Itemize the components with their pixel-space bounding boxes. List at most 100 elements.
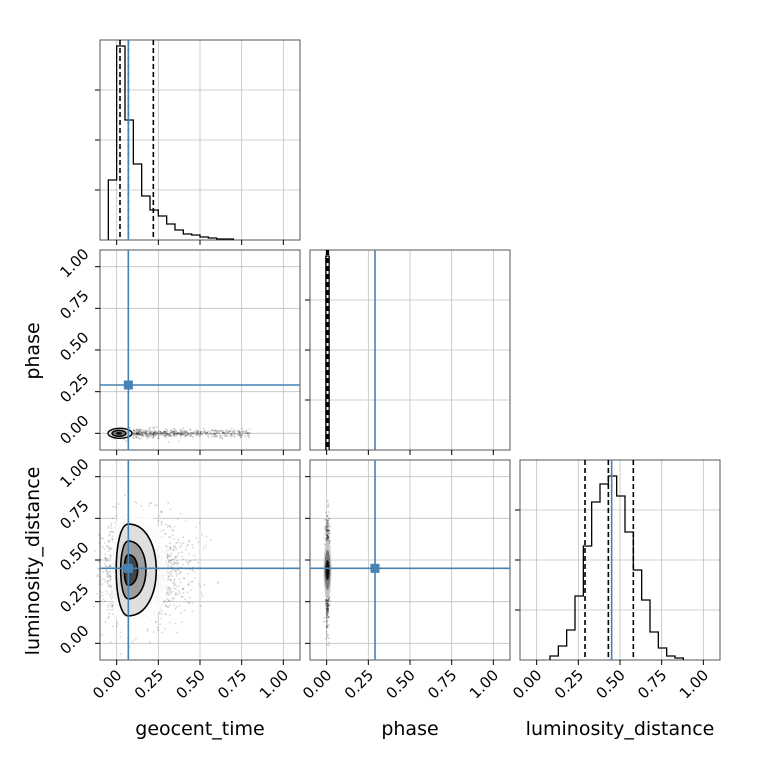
sample-point: [135, 429, 138, 432]
sample-point: [328, 599, 330, 602]
sample-point: [191, 435, 194, 438]
x-tick-label: 0.50: [382, 666, 418, 702]
sample-point: [106, 582, 109, 584]
sample-point: [227, 432, 230, 435]
sample-point: [107, 593, 109, 595]
sample-point: [238, 433, 241, 436]
sample-point: [160, 511, 163, 514]
sample-point: [219, 435, 222, 438]
sample-point: [137, 431, 140, 434]
sample-point: [238, 431, 240, 434]
sample-point: [107, 566, 110, 568]
sample-point: [150, 430, 153, 433]
sample-point: [182, 536, 185, 539]
sample-point: [225, 429, 228, 431]
sample-point: [114, 514, 117, 517]
sample-point: [222, 431, 225, 434]
sample-point: [108, 612, 111, 615]
sample-point: [239, 431, 242, 434]
sample-point: [155, 433, 158, 435]
sample-point: [226, 435, 229, 437]
sample-point: [325, 600, 328, 603]
sample-point: [325, 525, 327, 528]
sample-point: [173, 544, 175, 547]
sample-point: [169, 570, 172, 573]
sample-point: [100, 537, 103, 540]
sample-point: [219, 437, 221, 439]
sample-point: [328, 529, 331, 532]
sample-point: [173, 579, 175, 582]
sample-point: [175, 430, 178, 433]
sample-point: [326, 522, 329, 525]
sample-point: [210, 432, 213, 435]
sample-point: [180, 612, 182, 615]
sample-point: [176, 559, 178, 562]
sample-point: [111, 604, 114, 607]
sample-point: [111, 604, 114, 607]
sample-point: [163, 627, 166, 630]
sample-point: [328, 530, 331, 532]
sample-point: [232, 429, 235, 432]
y-tick-label: 0.25: [56, 580, 92, 616]
sample-point: [327, 611, 330, 614]
sample-point: [151, 433, 153, 436]
sample-point: [190, 581, 193, 583]
sample-point: [180, 431, 183, 434]
sample-point: [182, 431, 185, 434]
sample-point: [169, 554, 172, 557]
sample-point: [169, 578, 171, 581]
sample-point: [165, 434, 167, 437]
sample-point: [142, 434, 144, 437]
sample-point: [109, 555, 112, 558]
sample-point: [110, 527, 113, 530]
sample-point: [147, 429, 150, 432]
sample-point: [176, 431, 179, 434]
sample-point: [102, 537, 104, 540]
sample-point: [180, 433, 183, 436]
sample-point: [194, 429, 197, 431]
histogram-panel-luminosity-distance: 0.00 0.25 0.50 0.75 1.00: [509, 459, 721, 702]
sample-point: [107, 604, 109, 607]
sample-point: [326, 537, 329, 539]
sample-point: [106, 557, 109, 560]
sample-point: [210, 429, 213, 432]
sample-point: [171, 597, 174, 600]
y-tick-label: 0.25: [56, 370, 92, 406]
sample-point: [325, 625, 328, 628]
sample-point: [146, 433, 148, 436]
sample-point: [186, 432, 189, 435]
sample-point: [108, 534, 110, 537]
sample-point: [325, 531, 327, 533]
sample-point: [183, 609, 186, 612]
sample-point: [238, 430, 241, 433]
density-core: [325, 560, 330, 580]
sample-point: [172, 432, 175, 434]
sample-point: [220, 434, 223, 437]
sample-point: [169, 548, 172, 551]
sample-point: [325, 625, 328, 628]
sample-point: [326, 609, 329, 612]
sample-point: [239, 436, 242, 439]
sample-point: [157, 432, 160, 435]
sample-point: [158, 515, 161, 518]
sample-point: [326, 607, 329, 610]
sample-point: [324, 600, 327, 603]
sample-point: [244, 432, 247, 434]
sample-point: [150, 432, 153, 435]
x-tick-label: 0.50: [172, 666, 208, 702]
sample-point: [325, 522, 328, 525]
sample-point: [176, 432, 179, 435]
sample-point: [181, 433, 184, 435]
sample-point: [241, 434, 244, 437]
sample-point: [148, 429, 151, 432]
sample-point: [168, 613, 171, 616]
sample-point: [327, 536, 330, 539]
sample-point: [176, 554, 179, 557]
sample-point: [170, 570, 173, 573]
sample-point: [226, 431, 229, 434]
sample-point: [104, 564, 107, 567]
sample-point: [160, 522, 163, 524]
sample-point: [193, 577, 196, 579]
sample-point: [170, 559, 173, 562]
sample-point: [134, 430, 137, 432]
